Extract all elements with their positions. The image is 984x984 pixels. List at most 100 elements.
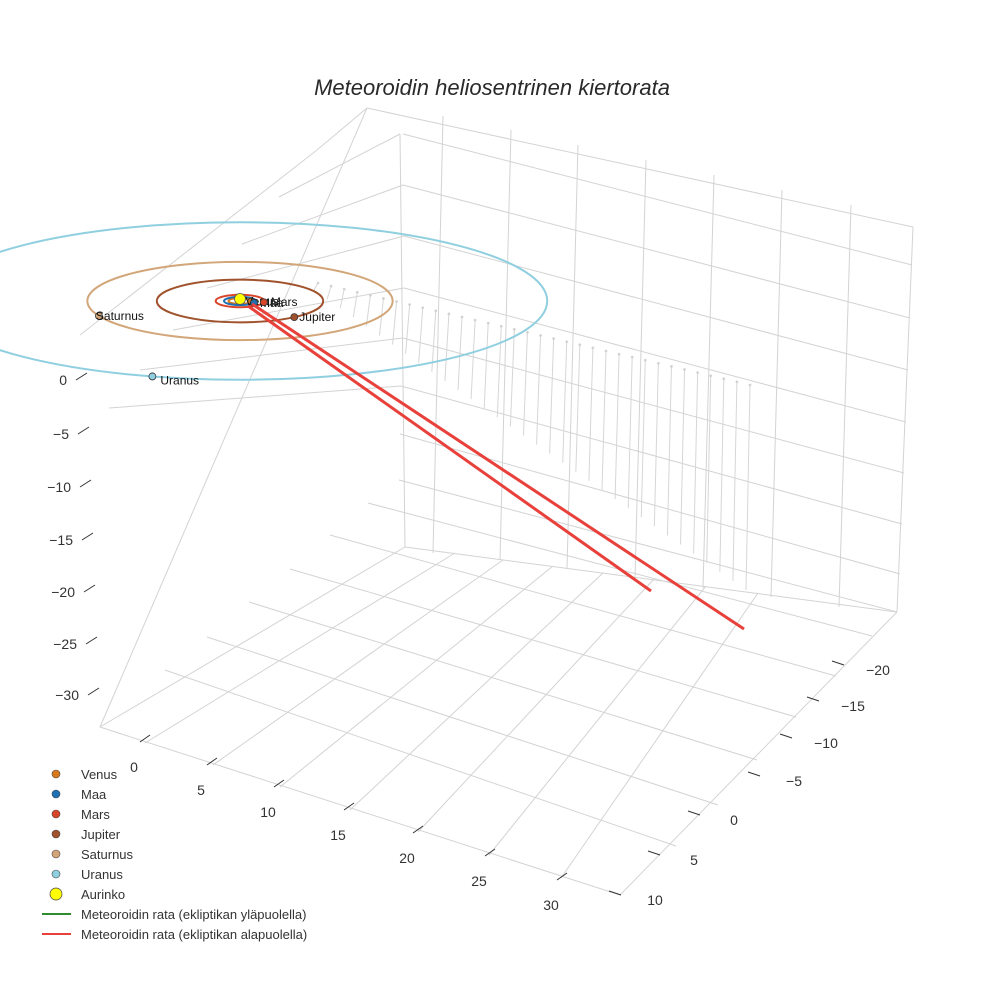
y-tick-label: 10 [647,892,663,908]
drop-line-anchor [526,331,529,334]
x-tick-label: 20 [399,850,415,866]
drop-line-anchor [656,361,660,365]
legend-label: Aurinko [81,887,125,902]
x-tick-label: 15 [330,827,346,843]
z-tick-label: −5 [53,426,69,442]
orbit-uranus [0,221,549,381]
y-tick-mark [647,850,661,856]
y-tick-mark [747,771,761,777]
drop-line [601,350,607,491]
x-tick-mark [484,848,496,857]
drop-line [444,313,450,381]
legend-item[interactable]: Aurinko [49,887,125,902]
x-tick-label: 0 [130,759,138,775]
legend-label: Meteoroidin rata (ekliptikan alapuolella… [81,927,307,942]
legend-marker [51,849,61,859]
x-tick-mark [273,779,285,788]
y-tick-label: −15 [841,698,865,714]
drop-line-anchor [368,293,372,297]
drop-line-anchor [382,297,385,300]
z-tick-label: −20 [51,584,75,600]
drop-line [483,323,489,409]
drop-line-anchor [447,312,451,316]
legend-item[interactable]: Mars [51,807,110,822]
drop-line-anchor [696,371,700,375]
drop-line-anchor [342,287,346,291]
z-tick-label: −10 [47,479,71,495]
drop-line-anchor [591,346,595,350]
meteoroid-path-segment [251,302,745,631]
legend-marker [51,809,61,819]
legend-label: Meteoroidin rata (ekliptikan yläpuolella… [81,907,306,922]
drop-line-anchor [565,340,569,344]
legend-item[interactable]: Jupiter [51,827,121,842]
z-tick-label: −30 [55,687,79,703]
drop-line-anchor [395,300,398,303]
drop-line-anchor [709,374,713,378]
legend-item[interactable]: Saturnus [51,847,134,862]
legend-label: Jupiter [81,827,121,842]
drop-line [732,381,738,581]
drop-line-anchor [512,327,516,331]
drop-line [653,363,659,527]
legend-item[interactable]: Venus [51,767,118,782]
drop-line-anchor [735,380,739,384]
y-tick-label: −10 [814,735,838,751]
y-tick-label: 0 [730,812,738,828]
legend-item[interactable]: Maa [51,787,107,802]
legend-marker [51,789,61,799]
drop-line [496,326,502,418]
drop-line [614,354,620,500]
x-tick-mark [556,872,568,881]
meteoroid-path [247,302,745,631]
x-tick-mark [412,825,424,834]
drop-line [627,357,633,509]
orbit-jupiter [155,278,325,324]
drop-line-anchor [617,352,621,356]
drop-line-anchor [630,355,634,359]
legend-item[interactable]: Meteoroidin rata (ekliptikan alapuolella… [42,927,307,942]
drop-line [549,338,555,454]
z-tick-label: 0 [59,372,67,388]
drop-line-anchor [329,284,333,288]
drop-line [719,378,725,572]
y-tick-label: 5 [690,852,698,868]
z-tick-mark [81,532,94,541]
drop-line [575,344,581,472]
legend-label: Maa [81,787,107,802]
drop-line [562,341,568,463]
drop-line [326,285,332,300]
drop-line-anchor [421,306,425,310]
legend-item[interactable]: Uranus [51,867,123,882]
planet-marker-saturnus [95,312,103,320]
x-tick-label: 10 [260,804,276,820]
drop-line [522,332,528,436]
z-tick-mark [87,687,100,696]
drop-line [509,329,515,427]
legend-marker [49,887,63,901]
meteoroid-drop-lines [313,281,752,591]
legend-item[interactable]: Meteoroidin rata (ekliptikan yläpuolella… [42,907,306,922]
drop-line-anchor [486,321,490,325]
drop-line-anchor [722,377,726,381]
right-pane-grid [366,107,914,613]
planet-marker-jupiter [290,313,299,322]
x-axis-ticks: 0 5 10 15 20 25 30 [130,734,568,913]
drop-line-anchor [748,383,752,387]
y-axis-ticks: −20 −15 −10 −5 0 5 10 [608,660,890,908]
z-tick-label: −15 [49,532,73,548]
y-tick-mark [831,660,845,666]
drop-line-anchor [408,303,412,307]
drop-line [693,372,699,554]
drop-line-anchor [683,368,686,371]
legend-label: Uranus [81,867,123,882]
legend-marker [51,829,61,839]
z-tick-mark [79,479,92,488]
axis-panes [79,107,914,896]
drop-line-anchor [434,309,438,313]
y-tick-mark [806,696,820,702]
orbit-saturnus [86,260,394,342]
drop-line [457,316,463,391]
drop-line [706,375,712,563]
legend[interactable]: Venus Maa Mars Jupiter Saturnus Uranus Aurinko… [42,767,307,942]
